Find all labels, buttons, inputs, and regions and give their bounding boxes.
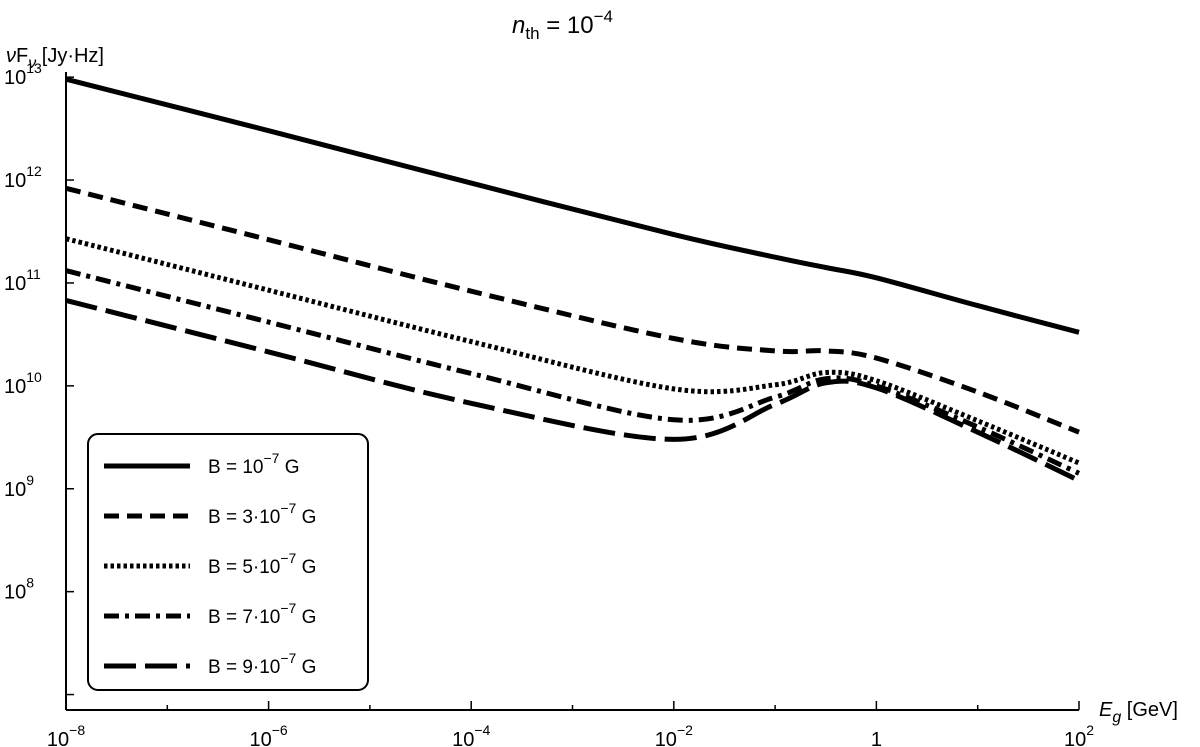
series-line-3 xyxy=(65,236,1080,466)
ticks: 10−8 10−6 10−4 10−2 1 102 108 109 1010 1011 1012 10… xyxy=(4,60,1094,747)
legend-label-4: B = 7·10−7 G xyxy=(208,600,316,628)
x-axis-label: Eg [GeV] xyxy=(1099,699,1178,726)
legend-label-1: B = 10−7 G xyxy=(208,450,300,478)
y-tick-label: 1010 xyxy=(4,369,42,398)
legend: B = 10−7 G B = 3·10−7 G B = 5·10−7 G B = 7·… xyxy=(87,433,369,691)
y-tick-label: 1012 xyxy=(4,163,42,192)
legend-label-3: B = 5·10−7 G xyxy=(208,550,316,578)
y-axis-label: νFν [Jy·Hz] xyxy=(6,45,104,72)
y-tick-label: 1013 xyxy=(4,60,42,89)
svg-text:nth = 10−4: nth = 10−4 xyxy=(512,7,613,43)
x-tick-label: 102 xyxy=(1064,722,1094,747)
x-tick-label: 10−4 xyxy=(452,722,490,747)
y-tick-label: 109 xyxy=(4,472,34,501)
x-tick-label: 10−6 xyxy=(249,722,287,747)
series-lines xyxy=(65,76,1081,483)
svg-text:Eg [GeV]: Eg [GeV] xyxy=(1099,699,1178,726)
x-tick-label: 1 xyxy=(871,729,882,747)
svg-text:νFν [Jy·Hz]: νFν [Jy·Hz] xyxy=(6,45,104,72)
series-line-4 xyxy=(65,268,1081,476)
series-line-2 xyxy=(65,185,1080,435)
series-line-5 xyxy=(65,297,1081,483)
y-tick-label: 108 xyxy=(4,575,34,604)
title: nth = 10−4 xyxy=(512,7,613,43)
x-tick-label: 10−2 xyxy=(655,722,693,747)
legend-label-2: B = 3·10−7 G xyxy=(208,500,316,528)
y-tick-label: 1011 xyxy=(4,266,41,295)
series-line-1 xyxy=(65,76,1080,335)
legend-label-5: B = 9·10−7 G xyxy=(208,650,316,678)
legend-box xyxy=(87,433,369,691)
x-tick-label: 10−8 xyxy=(47,722,85,747)
